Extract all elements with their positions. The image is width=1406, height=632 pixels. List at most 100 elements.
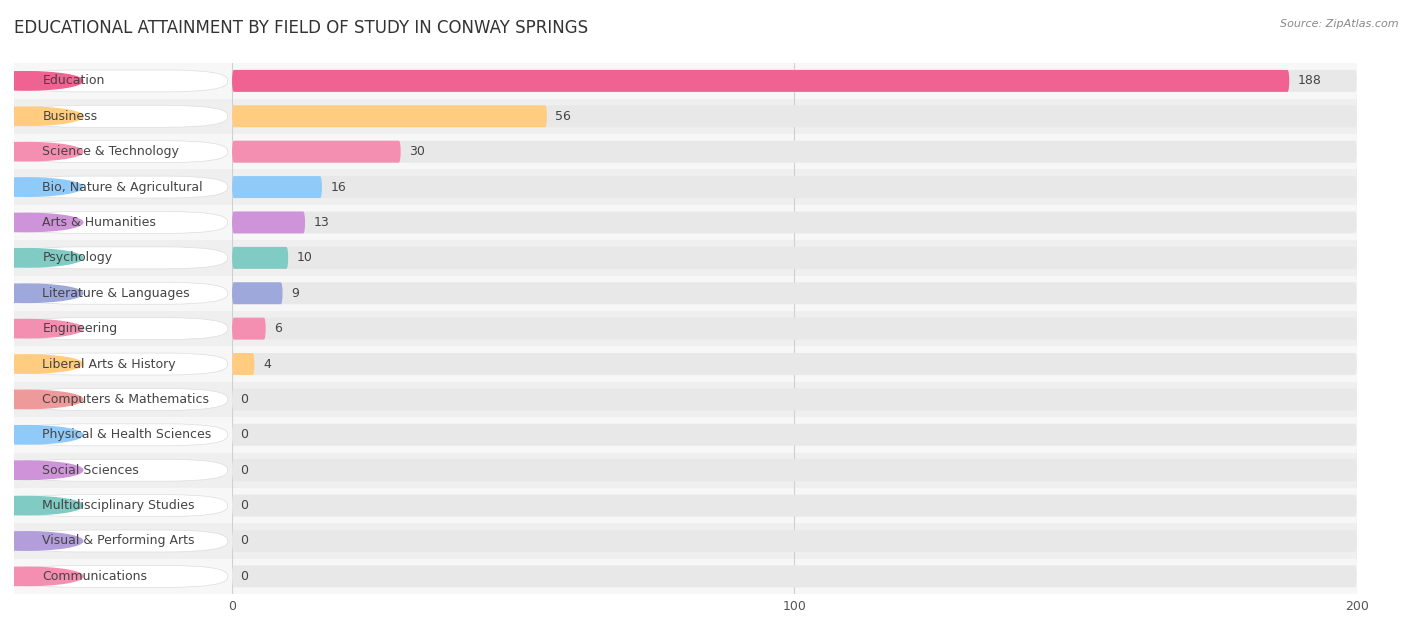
Bar — [232, 169, 1357, 205]
Bar — [232, 99, 1357, 134]
Text: Science & Technology: Science & Technology — [42, 145, 180, 158]
Text: Source: ZipAtlas.com: Source: ZipAtlas.com — [1281, 19, 1399, 29]
Text: Education: Education — [42, 75, 105, 87]
Text: 13: 13 — [314, 216, 329, 229]
Bar — [232, 453, 1357, 488]
Bar — [14, 169, 232, 205]
FancyBboxPatch shape — [17, 176, 228, 198]
FancyBboxPatch shape — [232, 106, 1357, 127]
Text: 0: 0 — [240, 499, 249, 512]
FancyBboxPatch shape — [232, 141, 401, 162]
Bar — [232, 523, 1357, 559]
Bar — [14, 134, 232, 169]
Text: EDUCATIONAL ATTAINMENT BY FIELD OF STUDY IN CONWAY SPRINGS: EDUCATIONAL ATTAINMENT BY FIELD OF STUDY… — [14, 19, 588, 37]
Bar — [232, 205, 1357, 240]
FancyBboxPatch shape — [232, 530, 1357, 552]
Bar — [14, 523, 232, 559]
Text: Engineering: Engineering — [42, 322, 118, 335]
Text: 4: 4 — [263, 358, 271, 370]
FancyBboxPatch shape — [232, 106, 547, 127]
FancyBboxPatch shape — [17, 424, 228, 446]
FancyBboxPatch shape — [232, 353, 254, 375]
FancyBboxPatch shape — [17, 247, 228, 269]
FancyBboxPatch shape — [232, 70, 1357, 92]
FancyBboxPatch shape — [232, 283, 283, 304]
Circle shape — [0, 71, 83, 90]
FancyBboxPatch shape — [232, 70, 1289, 92]
Bar — [232, 346, 1357, 382]
FancyBboxPatch shape — [232, 566, 1357, 587]
Circle shape — [0, 390, 83, 409]
Circle shape — [0, 107, 83, 126]
Circle shape — [0, 567, 83, 586]
Bar — [232, 559, 1357, 594]
Circle shape — [0, 178, 83, 197]
Text: 30: 30 — [409, 145, 425, 158]
FancyBboxPatch shape — [232, 247, 288, 269]
FancyBboxPatch shape — [232, 212, 305, 233]
FancyBboxPatch shape — [232, 212, 1357, 233]
Text: Multidisciplinary Studies: Multidisciplinary Studies — [42, 499, 195, 512]
Text: Psychology: Psychology — [42, 252, 112, 264]
Bar — [232, 63, 1357, 99]
Bar — [14, 63, 232, 99]
Bar — [232, 311, 1357, 346]
FancyBboxPatch shape — [232, 283, 1357, 304]
Text: 0: 0 — [240, 393, 249, 406]
Circle shape — [0, 248, 83, 267]
Text: Physical & Health Sciences: Physical & Health Sciences — [42, 428, 212, 441]
Bar — [14, 205, 232, 240]
FancyBboxPatch shape — [17, 495, 228, 516]
Text: Social Sciences: Social Sciences — [42, 464, 139, 477]
FancyBboxPatch shape — [17, 353, 228, 375]
FancyBboxPatch shape — [232, 389, 1357, 410]
FancyBboxPatch shape — [17, 106, 228, 127]
Bar — [232, 417, 1357, 453]
Circle shape — [0, 355, 83, 374]
Text: 188: 188 — [1298, 75, 1322, 87]
FancyBboxPatch shape — [17, 530, 228, 552]
Circle shape — [0, 142, 83, 161]
FancyBboxPatch shape — [232, 459, 1357, 481]
Circle shape — [0, 319, 83, 338]
Text: 6: 6 — [274, 322, 283, 335]
Circle shape — [0, 425, 83, 444]
FancyBboxPatch shape — [232, 495, 1357, 516]
FancyBboxPatch shape — [232, 247, 1357, 269]
Text: Liberal Arts & History: Liberal Arts & History — [42, 358, 176, 370]
FancyBboxPatch shape — [17, 389, 228, 410]
Bar — [232, 240, 1357, 276]
FancyBboxPatch shape — [232, 318, 1357, 339]
Circle shape — [0, 461, 83, 480]
Text: 0: 0 — [240, 428, 249, 441]
Text: Computers & Mathematics: Computers & Mathematics — [42, 393, 209, 406]
Text: 10: 10 — [297, 252, 312, 264]
Text: 16: 16 — [330, 181, 346, 193]
Text: Literature & Languages: Literature & Languages — [42, 287, 190, 300]
Circle shape — [0, 532, 83, 550]
FancyBboxPatch shape — [17, 141, 228, 162]
Bar — [14, 276, 232, 311]
Bar — [14, 240, 232, 276]
FancyBboxPatch shape — [232, 176, 322, 198]
FancyBboxPatch shape — [232, 318, 266, 339]
Bar — [14, 311, 232, 346]
Bar — [14, 417, 232, 453]
Text: Communications: Communications — [42, 570, 148, 583]
FancyBboxPatch shape — [17, 318, 228, 339]
Bar — [232, 488, 1357, 523]
FancyBboxPatch shape — [17, 459, 228, 481]
Text: Bio, Nature & Agricultural: Bio, Nature & Agricultural — [42, 181, 202, 193]
Text: 0: 0 — [240, 570, 249, 583]
Circle shape — [0, 213, 83, 232]
Bar — [232, 134, 1357, 169]
FancyBboxPatch shape — [17, 212, 228, 233]
FancyBboxPatch shape — [17, 70, 228, 92]
FancyBboxPatch shape — [232, 141, 1357, 162]
FancyBboxPatch shape — [17, 283, 228, 304]
Text: Visual & Performing Arts: Visual & Performing Arts — [42, 535, 195, 547]
FancyBboxPatch shape — [232, 353, 1357, 375]
Text: 56: 56 — [555, 110, 571, 123]
FancyBboxPatch shape — [17, 566, 228, 587]
Text: 0: 0 — [240, 535, 249, 547]
